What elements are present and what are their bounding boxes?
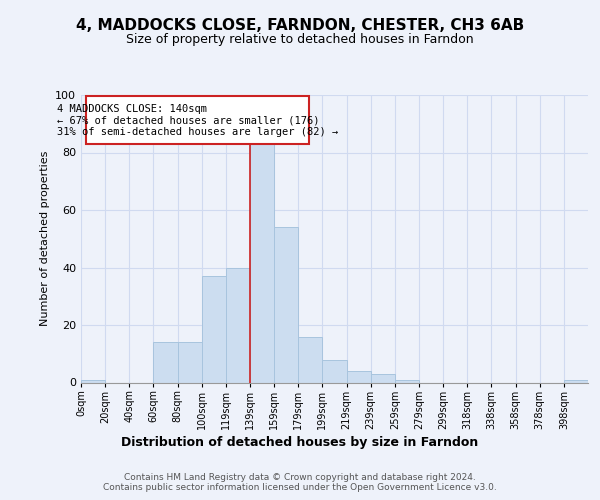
- Bar: [250, 141, 274, 382]
- Bar: [322, 360, 347, 382]
- Bar: [274, 227, 298, 382]
- Bar: [564, 380, 588, 382]
- Text: 4 MADDOCKS CLOSE: 140sqm
← 67% of detached houses are smaller (176)
31% of semi-: 4 MADDOCKS CLOSE: 140sqm ← 67% of detach…: [57, 104, 338, 137]
- Bar: [81, 380, 105, 382]
- Text: Contains public sector information licensed under the Open Government Licence v3: Contains public sector information licen…: [103, 484, 497, 492]
- Bar: [154, 342, 178, 382]
- Bar: [371, 374, 395, 382]
- Text: Size of property relative to detached houses in Farndon: Size of property relative to detached ho…: [126, 32, 474, 46]
- FancyBboxPatch shape: [86, 96, 309, 144]
- Y-axis label: Number of detached properties: Number of detached properties: [40, 151, 50, 326]
- Bar: [347, 371, 371, 382]
- Bar: [202, 276, 226, 382]
- Text: 4, MADDOCKS CLOSE, FARNDON, CHESTER, CH3 6AB: 4, MADDOCKS CLOSE, FARNDON, CHESTER, CH3…: [76, 18, 524, 32]
- Bar: [395, 380, 419, 382]
- Text: Distribution of detached houses by size in Farndon: Distribution of detached houses by size …: [121, 436, 479, 449]
- Text: Contains HM Land Registry data © Crown copyright and database right 2024.: Contains HM Land Registry data © Crown c…: [124, 472, 476, 482]
- Bar: [298, 336, 322, 382]
- Bar: [226, 268, 250, 382]
- Bar: [178, 342, 202, 382]
